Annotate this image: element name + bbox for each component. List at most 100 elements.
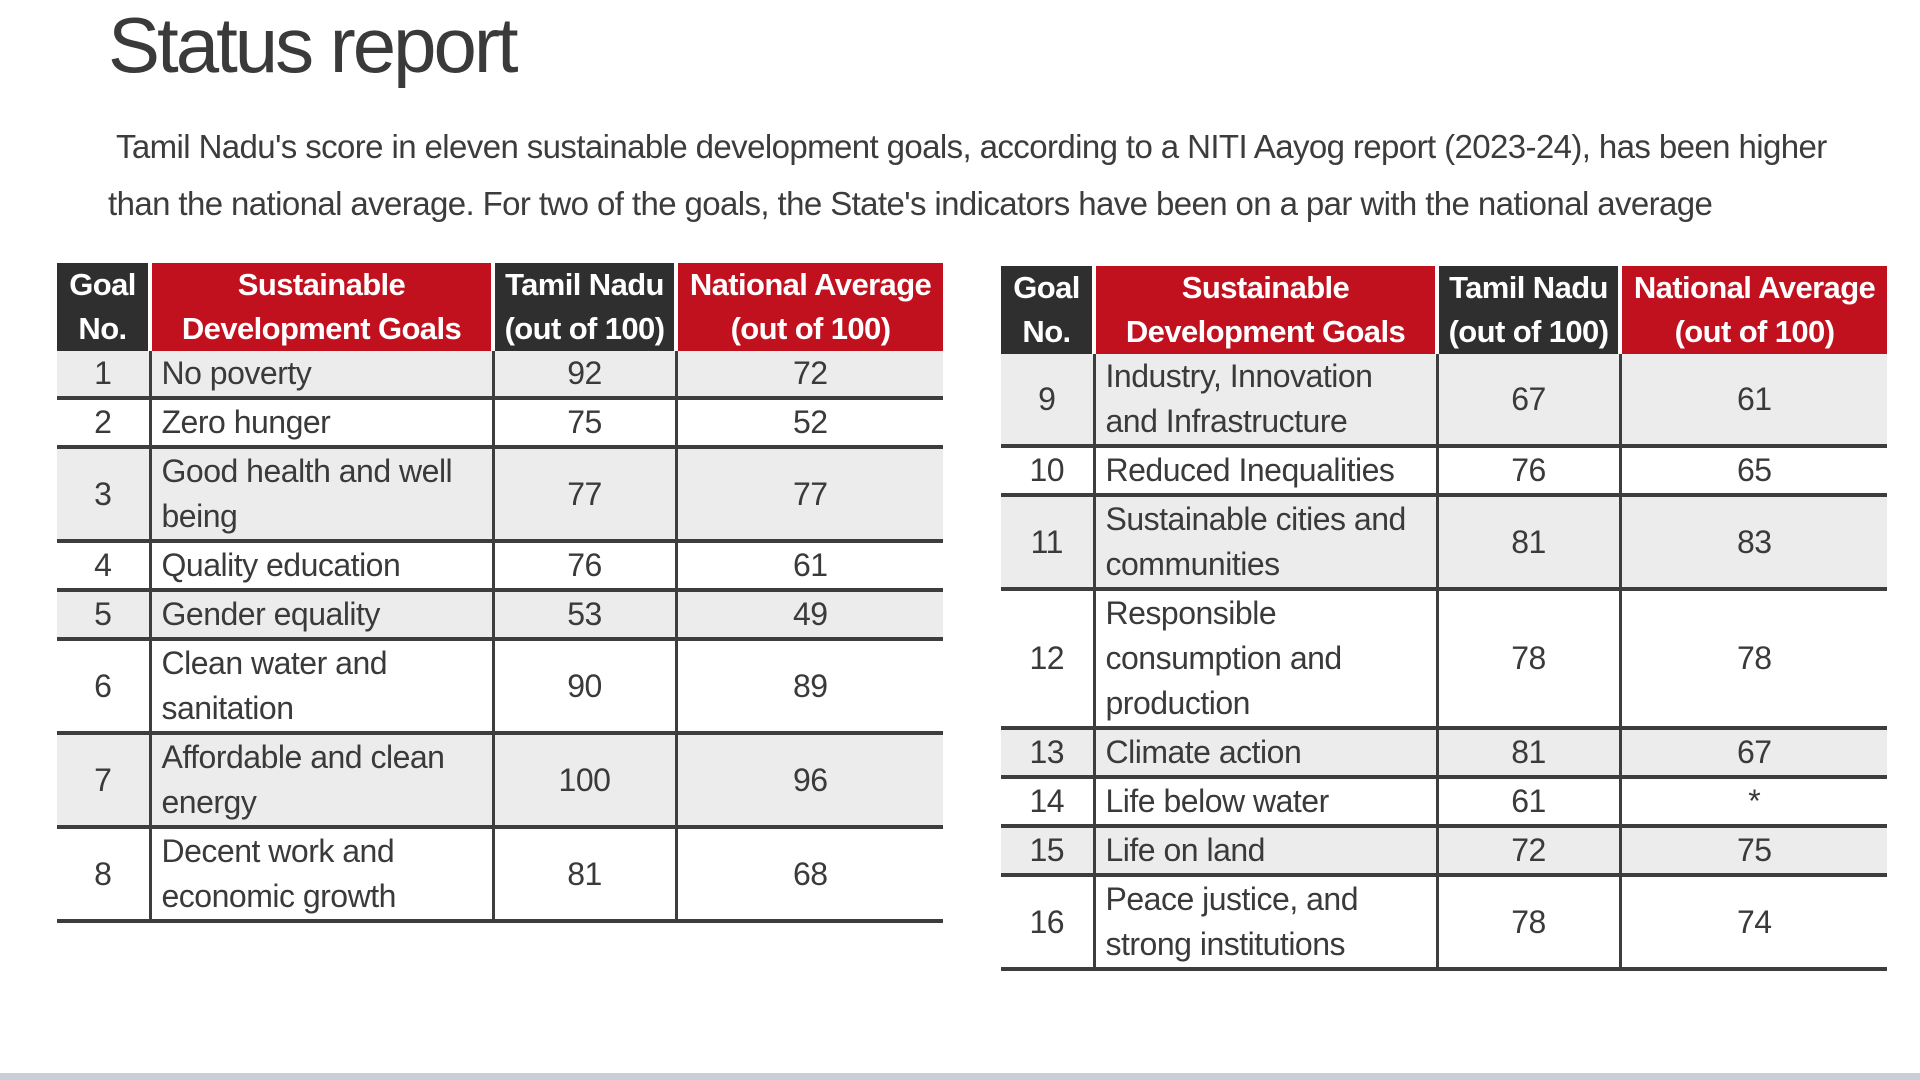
header-goal-no-line: Goal: [69, 267, 136, 302]
goal-number-cell: 1: [57, 351, 152, 400]
header-tamil-nadu: Tamil Nadu (out of 100): [493, 263, 678, 351]
table-row: 11 Sustainable cities and communities 81 83: [1001, 495, 1887, 591]
goal-number-cell: 15: [1001, 826, 1096, 877]
goal-number-cell: 5: [57, 590, 152, 641]
national-average-cell: 89: [676, 639, 943, 735]
tamil-nadu-score-cell: 100: [493, 733, 678, 829]
header-goal-no-line: No.: [78, 311, 127, 346]
national-average-cell: 68: [676, 827, 943, 923]
table-row: 9 Industry, Innovation and Infrastructure 6…: [1001, 354, 1887, 448]
goal-name-line: consumption and: [1105, 640, 1343, 676]
goal-name-line: production: [1105, 685, 1251, 721]
goal-name-cell: Sustainable cities and communities: [1094, 495, 1439, 591]
national-average-cell: 49: [676, 590, 943, 641]
tamil-nadu-score-cell: 67: [1437, 354, 1622, 448]
table-row: 4 Quality education 76 61: [57, 541, 943, 592]
header-sdg-line: Development Goals: [1125, 314, 1406, 349]
goal-name-line: being: [161, 498, 238, 534]
goal-number-cell: 6: [57, 639, 152, 735]
goal-name-cell: Climate action: [1094, 728, 1439, 779]
table-row: 8 Decent work and economic growth 81 68: [57, 827, 943, 923]
goal-name-cell: Reduced Inequalities: [1094, 446, 1439, 497]
tamil-nadu-score-cell: 81: [1437, 728, 1622, 779]
goal-name-cell: Gender equality: [150, 590, 495, 641]
table-row: 7 Affordable and clean energy 100 96: [57, 733, 943, 829]
header-goal-no: Goal No.: [57, 263, 152, 351]
header-sdg-line: Sustainable: [237, 267, 406, 302]
goal-name-line: and Infrastructure: [1105, 403, 1348, 439]
goal-number-cell: 13: [1001, 728, 1096, 779]
goal-name-line: Good health and well: [161, 453, 453, 489]
goal-name-cell: Decent work and economic growth: [150, 827, 495, 923]
goal-number-cell: 9: [1001, 354, 1096, 448]
table-row: 3 Good health and well being 77 77: [57, 447, 943, 543]
national-average-cell: 83: [1620, 495, 1887, 591]
table-row: 16 Peace justice, and strong institutions 7…: [1001, 875, 1887, 971]
national-average-cell: 96: [676, 733, 943, 829]
goal-name-line: communities: [1105, 546, 1281, 582]
tamil-nadu-score-cell: 76: [493, 541, 678, 592]
goal-name-line: Zero hunger: [161, 404, 331, 440]
header-national-line: National Average: [1633, 270, 1876, 305]
table-body: 1 No poverty 92 72 2 Zero hunger 75 52 3 Good hea…: [57, 351, 943, 923]
goal-name-cell: Peace justice, and strong institutions: [1094, 875, 1439, 971]
tamil-nadu-score-cell: 78: [1437, 875, 1622, 971]
header-national-line: (out of 100): [730, 311, 891, 346]
intro-line-1: Tamil Nadu's score in eleven sustainable…: [116, 128, 1827, 165]
goal-number-cell: 2: [57, 398, 152, 449]
tamil-nadu-score-cell: 81: [493, 827, 678, 923]
goal-number-cell: 16: [1001, 875, 1096, 971]
tamil-nadu-score-cell: 72: [1437, 826, 1622, 877]
national-average-cell: 72: [676, 351, 943, 400]
national-average-cell: 74: [1620, 875, 1887, 971]
table-body: 9 Industry, Innovation and Infrastructure 6…: [1001, 354, 1887, 971]
tamil-nadu-score-cell: 78: [1437, 589, 1622, 730]
table-row: 12 Responsible consumption and production 78…: [1001, 589, 1887, 730]
goal-name-cell: Zero hunger: [150, 398, 495, 449]
goal-name-line: economic growth: [161, 878, 397, 914]
table-row: 1 No poverty 92 72: [57, 351, 943, 400]
goal-name-cell: Affordable and clean energy: [150, 733, 495, 829]
national-average-cell: 61: [676, 541, 943, 592]
tamil-nadu-score-cell: 61: [1437, 777, 1622, 828]
goal-number-cell: 8: [57, 827, 152, 923]
header-tamil-nadu: Tamil Nadu (out of 100): [1437, 266, 1622, 354]
goal-name-line: Quality education: [161, 547, 401, 583]
bottom-divider: [0, 1073, 1920, 1080]
goal-name-line: sanitation: [161, 690, 294, 726]
tamil-nadu-score-cell: 53: [493, 590, 678, 641]
intro-paragraph: Tamil Nadu's score in eleven sustainable…: [108, 118, 1868, 232]
goal-name-cell: Industry, Innovation and Infrastructure: [1094, 354, 1439, 448]
header-goal-no-line: No.: [1022, 314, 1071, 349]
header-national-average: National Average (out of 100): [1620, 266, 1887, 354]
goal-number-cell: 10: [1001, 446, 1096, 497]
goal-number-cell: 3: [57, 447, 152, 543]
goal-name-line: Decent work and: [161, 833, 395, 869]
goal-name-cell: No poverty: [150, 351, 495, 400]
goal-name-line: Affordable and clean: [161, 739, 445, 775]
table-row: 14 Life below water 61 *: [1001, 777, 1887, 828]
header-sdg: Sustainable Development Goals: [1094, 266, 1439, 354]
goal-name-line: Peace justice, and: [1105, 881, 1359, 917]
national-average-cell: 77: [676, 447, 943, 543]
header-sdg-line: Development Goals: [181, 311, 462, 346]
header-tamil-nadu-line: Tamil Nadu: [505, 267, 664, 302]
tamil-nadu-score-cell: 81: [1437, 495, 1622, 591]
national-average-cell: 65: [1620, 446, 1887, 497]
national-average-cell: *: [1620, 777, 1887, 828]
table-header-row: Goal No. Sustainable Development Goals T…: [1001, 266, 1887, 354]
goal-name-line: Sustainable cities and: [1105, 501, 1407, 537]
goal-name-line: energy: [161, 784, 257, 820]
tamil-nadu-score-cell: 92: [493, 351, 678, 400]
table-row: 10 Reduced Inequalities 76 65: [1001, 446, 1887, 497]
header-tamil-nadu-line: (out of 100): [504, 311, 665, 346]
goal-number-cell: 7: [57, 733, 152, 829]
table-row: 6 Clean water and sanitation 90 89: [57, 639, 943, 735]
goal-name-line: Responsible: [1105, 595, 1277, 631]
goal-name-cell: Quality education: [150, 541, 495, 592]
header-tamil-nadu-line: Tamil Nadu: [1449, 270, 1608, 305]
goal-name-line: Clean water and: [161, 645, 388, 681]
header-national-line: (out of 100): [1674, 314, 1835, 349]
goal-name-line: strong institutions: [1105, 926, 1346, 962]
header-sdg-line: Sustainable: [1181, 270, 1350, 305]
